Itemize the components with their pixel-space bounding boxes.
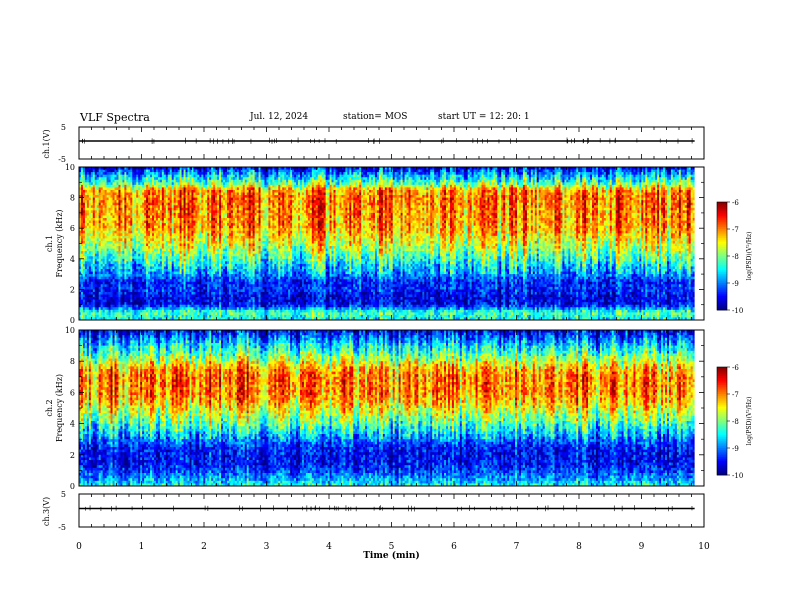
y-label-channel: ch.1 (45, 235, 54, 252)
colorbar-tick-label: -7 (732, 391, 739, 399)
colorbar-tick-label: -9 (732, 280, 739, 288)
x-tick-label: 10 (698, 542, 710, 552)
colorbar-tick-label: -8 (732, 253, 739, 261)
colorbar-tick-label: -7 (732, 226, 739, 234)
vlf-figure: 5-5ch.1(V) 0246810ch.1 Frequency (kHz)-6-… (0, 0, 792, 612)
y-axis-label: Frequency (kHz) (55, 374, 64, 442)
colorbar-tick-label: -6 (732, 364, 739, 372)
x-tick-label: 0 (76, 542, 82, 552)
y-tick-label: 6 (70, 224, 75, 233)
x-tick-label: 8 (576, 542, 582, 552)
y-tick-label: 4 (70, 420, 75, 429)
colorbar-tick-label: -10 (732, 307, 743, 315)
panel-ch2-spectrogram: 0 2 4 6 8 10 ch.2 Frequency (kHz) -6 -7 -8 -9 -10 log… (45, 326, 753, 491)
x-tick-label: 1 (139, 542, 145, 552)
y-tick-label: 0 (70, 482, 75, 491)
y-axis-label: ch.3(V) (42, 497, 51, 526)
y-tick-label: 8 (70, 357, 75, 366)
y-tick-label: 2 (70, 285, 75, 294)
x-tick-label: 6 (451, 542, 457, 552)
spectrogram-image (79, 167, 695, 320)
x-tick-label: 3 (264, 542, 270, 552)
x-tick-label: 2 (201, 542, 207, 552)
x-tick-label: 7 (514, 542, 520, 552)
x-axis-label: Time (min) (363, 550, 420, 561)
y-tick-label: 8 (70, 194, 75, 203)
y-tick-label: 0 (70, 316, 75, 325)
y-tick-label: 4 (70, 255, 75, 264)
colorbar: -6 -7 -8 -9 -10 log(PSD)(V²/Hz) (717, 364, 753, 480)
y-tick-label: 6 (70, 388, 75, 397)
colorbar-label: log(PSD)(V²/Hz) (746, 397, 753, 446)
y-tick-label: 10 (65, 326, 75, 335)
colorbar-tick-label: -6 (732, 199, 739, 207)
y-tick-label: 5 (61, 490, 66, 499)
colorbar-label: log(PSD)(V²/Hz) (746, 232, 753, 281)
colorbar-tick-label: -10 (732, 472, 743, 480)
y-tick-label: 5 (61, 123, 66, 132)
x-tick-label: 4 (326, 542, 332, 552)
colorbar-tick-label: -9 (732, 445, 739, 453)
y-tick-label: 10 (65, 163, 75, 172)
y-label-channel: ch.2 (45, 399, 54, 416)
spectrogram-image (79, 330, 695, 486)
colorbar: -6 -7 -8 -9 -10 log(PSD)(V²/Hz) (717, 199, 753, 315)
y-tick-label: -5 (58, 523, 66, 532)
panel-ch1-spectrogram: 0 2 4 6 8 10 ch.1 Frequency (kHz) -6 -7 -8 -9 -10 log… (45, 163, 753, 325)
y-axis-label: Frequency (kHz) (55, 209, 64, 277)
y-axis-label: ch.1(V) (42, 129, 51, 158)
panel-ch1-waveform: 5-5ch.1(V) (42, 123, 704, 164)
y-tick-label: 2 (70, 451, 75, 460)
x-tick-label: 9 (639, 542, 645, 552)
colorbar-tick-label: -8 (732, 418, 739, 426)
